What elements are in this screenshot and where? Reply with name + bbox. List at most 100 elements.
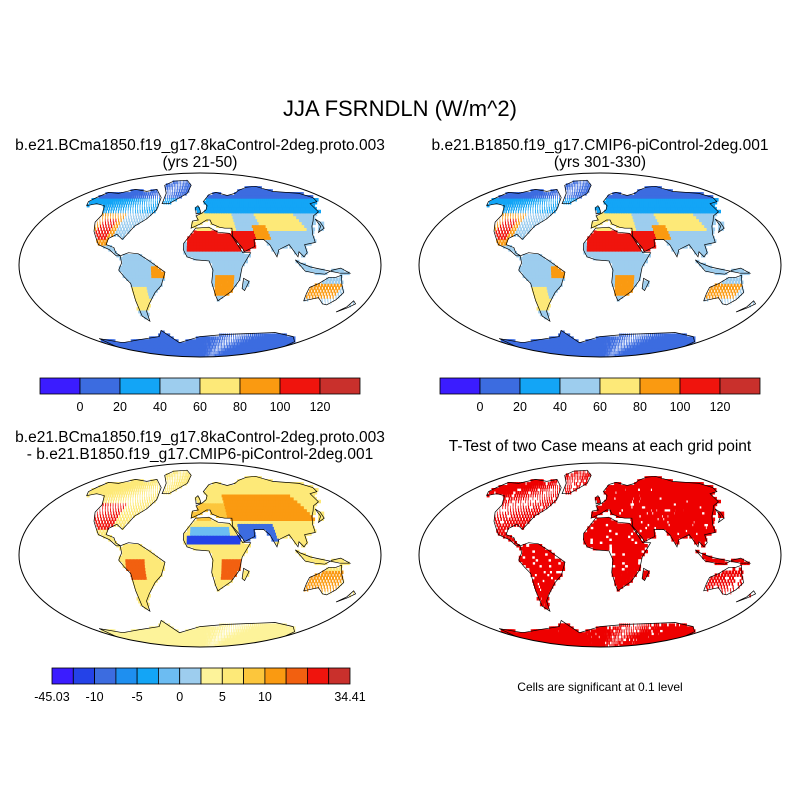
colorbar-tick-label: 80: [233, 400, 247, 414]
colorbar-box: [157, 667, 181, 685]
colorbar-box: [221, 667, 245, 685]
colorbar-box: [639, 377, 681, 395]
colorbar-tick-label: 20: [113, 400, 127, 414]
colorbar-tick-label: 40: [153, 400, 167, 414]
colorbar-box: [200, 667, 223, 685]
coastline-madagascar: [641, 277, 650, 292]
coastline-indonesia: [695, 549, 752, 565]
colorbar-tick-label: -45.03: [34, 690, 69, 704]
colorbar-tick-label: 100: [270, 400, 291, 414]
grid-cells: [86, 180, 354, 357]
panel-2-title-line2: (yrs 301-330): [553, 154, 647, 171]
coastline-eurasia: [590, 185, 719, 258]
coastline-newzealand: [335, 300, 357, 313]
colorbar-tick-label: 120: [710, 400, 731, 414]
colorbar-box: [243, 667, 266, 685]
colorbar-tick-label: 80: [633, 400, 647, 414]
colorbar-tick-label: 34.41: [334, 690, 365, 704]
coastline-indonesia: [295, 549, 352, 565]
colorbar-tick-label: 40: [553, 400, 567, 414]
map-border: [418, 172, 782, 358]
coastline-madagascar: [241, 277, 250, 292]
colorbar-box: [94, 667, 117, 685]
coastline-namerica: [486, 189, 562, 257]
coastline-newzealand: [735, 300, 757, 313]
panel-2-title: b.e21.B1850.f19_g17.CMIP6-piControl-2deg…: [400, 137, 800, 171]
colorbar-box: [319, 377, 361, 395]
colorbar-tick-label: 0: [77, 400, 84, 414]
panel-1-title-line2: (yrs 21-50): [162, 154, 238, 171]
panel-4-title-line1: T-Test of two Case means at each grid po…: [448, 438, 752, 455]
map-panel-1: [18, 172, 382, 358]
coastline-africa: [582, 226, 652, 302]
colorbar-tick-label: 0: [176, 690, 183, 704]
colorbar-panel-1: 0 20 40 60 80 100 120: [39, 377, 361, 414]
map-border: [18, 172, 382, 358]
colorbar-tick-label: 5: [219, 690, 226, 704]
colorbar-tick-label: 0: [477, 400, 484, 414]
panel-1-title-line1: b.e21.BCma1850.f19_g17.8kaControl-2deg.p…: [15, 137, 385, 154]
colorbar-box: [519, 377, 561, 395]
panel-3-title-line1: b.e21.BCma1850.f19_g17.8kaControl-2deg.p…: [15, 429, 385, 446]
colorbar-box: [51, 667, 74, 685]
colorbar-tick-label: 10: [258, 690, 272, 704]
colorbar-box: [559, 377, 601, 395]
colorbar-tick-label: 60: [193, 400, 207, 414]
colorbar-box: [599, 377, 641, 395]
colorbar-box: [285, 667, 308, 685]
colorbar-box: [159, 377, 201, 395]
colorbar-box: [199, 377, 241, 395]
colorbar-box: [264, 667, 287, 685]
coastline-samerica: [518, 252, 566, 323]
coastline-africa: [182, 226, 252, 302]
coastline-australia: [303, 564, 344, 596]
colorbar-box: [115, 667, 138, 685]
coastline-samerica: [118, 252, 166, 323]
coastline-samerica: [118, 542, 166, 613]
coastline-uk: [195, 495, 202, 505]
panel-3-title: b.e21.BCma1850.f19_g17.8kaControl-2deg.p…: [0, 429, 400, 463]
coastline-eurasia: [190, 185, 319, 258]
colorbar-box: [239, 377, 281, 395]
colorbar-box: [306, 667, 330, 685]
colorbar-box: [719, 377, 761, 395]
grid-cells: [486, 470, 751, 647]
coastline-japan: [314, 218, 325, 234]
colorbar-tick-label: -10: [86, 690, 104, 704]
panel-4-title: T-Test of two Case means at each grid po…: [400, 438, 800, 455]
coastline-madagascar: [241, 567, 250, 582]
significance-note: Cells are significant at 0.1 level: [517, 680, 683, 694]
coastline-africa: [582, 516, 652, 592]
coastline-namerica: [86, 479, 162, 547]
map-border: [18, 462, 382, 648]
coastline-uk: [595, 495, 602, 505]
coastline-japan: [714, 218, 725, 234]
colorbar-box: [279, 377, 321, 395]
colorbar-tick-label: 120: [310, 400, 331, 414]
colorbar-tick-label: 60: [593, 400, 607, 414]
coastlines: [486, 179, 757, 357]
colorbar-box: [79, 377, 121, 395]
map-panel-4: [418, 462, 782, 648]
colorbar-box: [72, 667, 95, 685]
panel-1-title: b.e21.BCma1850.f19_g17.8kaControl-2deg.p…: [0, 137, 400, 171]
coastline-newzealand: [335, 590, 357, 603]
panel-3-title-line2: - b.e21.B1850.f19_g17.CMIP6-piControl-2d…: [26, 446, 374, 463]
coastline-greenland: [161, 179, 192, 205]
coastline-uk: [195, 205, 202, 215]
coastline-greenland: [561, 469, 592, 495]
colorbar-box: [679, 377, 721, 395]
colorbar-box: [136, 667, 159, 685]
map-panel-3: [18, 462, 382, 648]
coastline-australia: [703, 564, 744, 596]
coastline-greenland: [161, 469, 192, 495]
figure-title: JJA FSRNDLN (W/m^2): [283, 96, 517, 121]
coastline-uk: [595, 205, 602, 215]
colorbar-tick-label: 100: [670, 400, 691, 414]
colorbar-panel-2: 0 20 40 60 80 100 120: [439, 377, 761, 414]
coastline-australia: [303, 274, 344, 306]
coastline-namerica: [486, 479, 562, 547]
coastline-indonesia: [295, 259, 352, 275]
panel-2-title-line1: b.e21.B1850.f19_g17.CMIP6-piControl-2deg…: [431, 137, 769, 154]
colorbar-tick-label: 20: [513, 400, 527, 414]
